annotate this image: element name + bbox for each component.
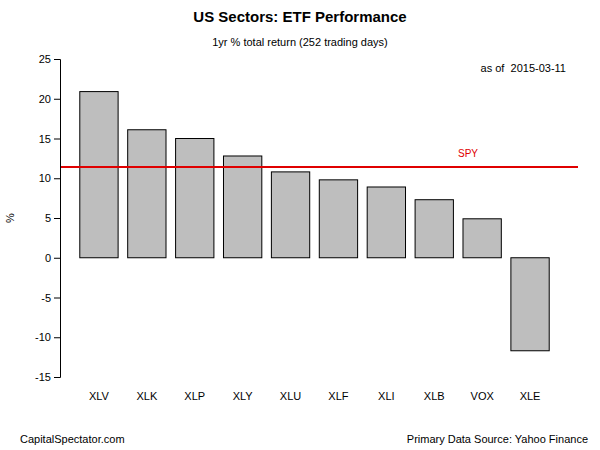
x-tick-label: XLI [378, 390, 395, 402]
x-tick-label: XLK [136, 390, 157, 402]
x-tick: XLV [89, 389, 110, 402]
y-tick-mark [54, 298, 60, 299]
x-tick-label: XLU [280, 390, 301, 402]
reference-label: SPY [458, 148, 478, 159]
x-tick: XLI [378, 389, 395, 402]
y-tick-label: -15 [35, 371, 51, 383]
x-tick-label: VOX [471, 390, 495, 402]
x-tick: XLB [424, 389, 445, 402]
y-tick-label: 20 [39, 93, 51, 105]
reference-line [60, 166, 578, 168]
x-tick: XLP [184, 389, 205, 402]
x-tick-label: XLV [89, 390, 110, 402]
title: US Sectors: ETF Performance [193, 8, 406, 25]
y-tick: 0 [45, 252, 60, 264]
y-tick: -15 [35, 371, 60, 383]
y-tick-mark [54, 59, 60, 60]
bar [176, 139, 214, 258]
y-tick: -5 [41, 292, 60, 304]
x-axis: XLV XLK XLP XLY XLU XLF XLI XLB VOX XLE [89, 389, 540, 402]
reference [60, 167, 578, 168]
y-tick-mark [54, 218, 60, 219]
y-axis-line [54, 60, 61, 378]
bar [511, 258, 549, 351]
y-axis-title: % [4, 213, 16, 223]
y-tick: 15 [39, 133, 60, 145]
x-tick: XLY [233, 389, 254, 402]
x-tick: XLU [280, 389, 301, 402]
y-tick: 20 [39, 93, 60, 105]
y-tick: 5 [45, 212, 60, 224]
x-tick: VOX [471, 389, 495, 402]
bar [415, 200, 453, 258]
y-tick-label: 10 [39, 172, 51, 184]
y-tick-mark [54, 99, 60, 100]
subtitle: 1yr % total return (252 trading days) [212, 36, 387, 48]
y-tick-label: 0 [45, 252, 51, 264]
y-tick: -10 [35, 331, 60, 343]
y-tick: 10 [39, 172, 60, 184]
y-tick-mark [54, 377, 60, 378]
x-tick: XLK [136, 389, 157, 402]
y-tick-label: 15 [39, 133, 51, 145]
chart-container: US Sectors: ETF Performance 1yr % total r… [0, 0, 600, 450]
bar [271, 172, 309, 258]
y-axis: -15 -10 -5 0 5 10 15 20 25 [35, 53, 60, 383]
bar [80, 92, 118, 258]
x-tick-label: XLY [233, 390, 254, 402]
bar [223, 156, 261, 258]
x-tick-label: XLE [520, 390, 541, 402]
y-tick-label: 5 [45, 212, 51, 224]
x-tick-label: XLF [328, 390, 348, 402]
footer-left: CapitalSpectator.com [20, 433, 125, 445]
x-tick-label: XLB [424, 390, 445, 402]
bar [128, 130, 166, 258]
y-tick-mark [54, 178, 60, 179]
bar [319, 180, 357, 258]
bars [80, 92, 549, 351]
chart-svg: US Sectors: ETF Performance 1yr % total r… [0, 0, 600, 450]
y-tick-label: -10 [35, 331, 51, 343]
x-tick: XLE [520, 389, 541, 402]
annotation: as of 2015-03-11 [481, 62, 566, 74]
y-tick-mark [54, 139, 60, 140]
y-tick: 25 [39, 53, 60, 65]
x-tick-label: XLP [184, 390, 205, 402]
y-tick-mark [54, 258, 60, 259]
bar [367, 187, 405, 258]
footer-right: Primary Data Source: Yahoo Finance [407, 433, 588, 445]
bar [463, 219, 501, 258]
x-tick: XLF [328, 389, 348, 402]
y-tick-label: -5 [41, 292, 51, 304]
y-tick-mark [54, 337, 60, 338]
y-tick-label: 25 [39, 53, 51, 65]
